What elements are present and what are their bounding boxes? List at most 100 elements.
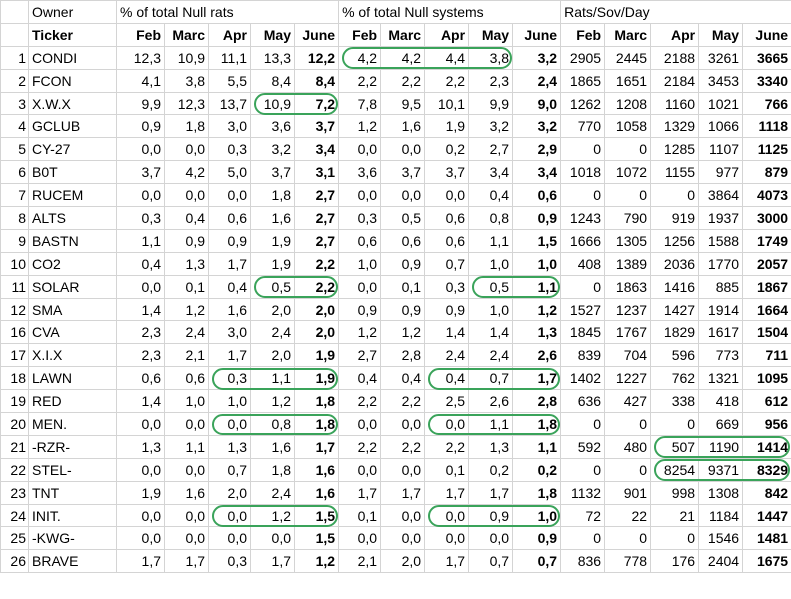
value-cell: 0,0 [338,183,382,208]
value-cell: 3,2 [468,114,514,139]
value-cell: 0,4 [338,366,382,391]
value-cell: 1,2 [338,114,382,139]
value-cell: 773 [698,343,744,368]
value-cell: 7,2 [293,91,340,116]
row-number: 10 [0,251,29,276]
value-cell: 1829 [650,320,700,345]
corner-cell [0,22,29,47]
value-cell: 1651 [604,68,652,93]
value-cell: 0,9 [116,114,165,139]
value-cell: 1058 [604,114,652,139]
value-cell: 5,5 [208,68,251,93]
value-cell: 1402 [560,366,606,391]
value-cell: 2,0 [250,343,295,368]
value-cell: 2,0 [208,480,251,505]
value-cell: 2036 [650,251,700,276]
value-cell: 1329 [650,114,700,139]
value-cell: 0 [650,412,700,436]
value-cell: 790 [604,206,652,230]
value-cell: 12,2 [293,45,340,70]
ticker-cell: ALTS [28,206,117,230]
value-cell: 0,9 [424,297,470,322]
value-cell: 1,0 [512,503,562,528]
value-cell: 0,7 [468,366,514,391]
value-cell: 0,0 [338,274,382,299]
value-cell: 0,4 [164,206,209,230]
value-cell: 9,9 [468,91,514,116]
value-cell: 1867 [742,274,791,299]
value-cell: 3261 [698,45,744,70]
table-row: 23 TNT 1,9 1,6 2,0 2,4 1,6 1,7 1,7 1,7 1,7 1,8 1132 9… [0,480,791,505]
row-number: 17 [0,343,29,368]
table-row: 11 SOLAR 0,0 0,1 0,4 0,5 2,2 0,0 0,1 0,3 0,5 1,1 0 18… [0,274,791,299]
value-cell: 2,4 [424,343,470,368]
value-cell: 0,4 [424,366,470,391]
value-cell: 9,0 [512,91,562,116]
value-cell: 762 [650,366,700,391]
value-cell: 1504 [742,320,791,345]
value-cell: 0,9 [380,297,426,322]
group-header: % of total Null rats [115,0,340,24]
value-cell: 0,1 [164,274,209,299]
ticker-cell: RED [28,389,117,414]
table-row: 9 BASTN 1,1 0,9 0,9 1,9 2,7 0,6 0,6 0,6 1,1 1,5 1666… [0,228,791,253]
ticker-cell: LAWN [28,366,117,391]
value-cell: 3,7 [250,160,295,185]
value-cell: 3,0 [208,114,251,139]
value-cell: 0,0 [338,137,382,162]
value-cell: 1,9 [424,114,470,139]
value-cell: 1,8 [250,457,295,482]
value-cell: 1,2 [250,503,295,528]
row-number: 21 [0,434,29,459]
group-header: Owner [28,0,117,24]
value-cell: 3,1 [293,160,340,185]
value-cell: 1,2 [512,297,562,322]
value-cell: 0,6 [512,183,562,208]
value-cell: 879 [742,160,791,185]
value-cell: 0,3 [424,274,470,299]
value-cell: 3665 [742,45,791,70]
ticker-cell: BASTN [28,228,117,253]
value-cell: 8,4 [250,68,295,93]
value-cell: 1237 [604,297,652,322]
value-cell: 5,0 [208,160,251,185]
column-header: Feb [560,22,606,47]
value-cell: 1262 [560,91,606,116]
value-cell: 1,2 [164,297,209,322]
value-cell: 0 [560,183,606,208]
value-cell: 0,3 [116,206,165,230]
value-cell: 0,9 [380,251,426,276]
value-cell: 9371 [698,457,744,482]
value-cell: 1095 [742,366,791,391]
value-cell: 1,9 [293,366,340,391]
value-cell: 0,0 [164,526,209,551]
value-cell: 0,1 [338,503,382,528]
value-cell: 4,1 [116,68,165,93]
value-cell: 1,5 [293,503,340,528]
column-header: May [468,22,514,47]
value-cell: 3,2 [512,45,562,70]
value-cell: 2,0 [293,320,340,345]
value-cell: 1,6 [380,114,426,139]
value-cell: 704 [604,343,652,368]
column-header: Feb [116,22,165,47]
value-cell: 1,3 [164,251,209,276]
value-cell: 427 [604,389,652,414]
value-cell: 1,7 [512,366,562,391]
row-number: 2 [0,68,29,93]
value-cell: 919 [650,206,700,230]
value-cell: 3,6 [338,160,382,185]
value-cell: 3,8 [468,45,514,70]
value-cell: 0,6 [116,366,165,391]
value-cell: 3453 [698,68,744,93]
value-cell: 2,2 [293,251,340,276]
value-cell: 1,5 [512,228,562,253]
value-cell: 2,8 [512,389,562,414]
table-row: 6 B0T 3,7 4,2 5,0 3,7 3,1 3,6 3,7 3,7 3,4 3,4 1018 10… [0,160,791,185]
value-cell: 0 [560,412,606,436]
value-cell: 1,8 [164,114,209,139]
value-cell: 1,8 [250,183,295,208]
value-cell: 0 [650,526,700,551]
value-cell: 0 [604,183,652,208]
ticker-cell: SMA [28,297,117,322]
